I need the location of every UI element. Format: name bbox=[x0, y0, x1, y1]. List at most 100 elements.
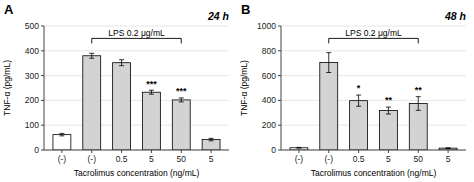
y-tick-label: 500 bbox=[25, 21, 39, 31]
error-stem bbox=[151, 90, 152, 94]
error-cap bbox=[326, 72, 331, 73]
x-tick-label: (-) bbox=[324, 154, 333, 164]
error-cap bbox=[356, 106, 361, 107]
panel-label: B bbox=[241, 2, 250, 17]
grid-line bbox=[44, 75, 229, 76]
x-tick bbox=[121, 150, 122, 153]
error-cap bbox=[446, 147, 451, 148]
error-bar bbox=[149, 90, 154, 94]
error-cap bbox=[149, 90, 154, 91]
x-tick bbox=[328, 150, 329, 153]
error-cap bbox=[149, 94, 154, 95]
grid-line bbox=[44, 50, 229, 51]
error-stem bbox=[91, 53, 92, 58]
error-bar bbox=[416, 97, 421, 111]
grid-line bbox=[44, 150, 229, 151]
significance: *** bbox=[176, 86, 187, 96]
error-bar bbox=[356, 95, 361, 106]
y-tick-label: 600 bbox=[262, 71, 276, 81]
background bbox=[0, 0, 474, 182]
error-stem bbox=[328, 53, 329, 73]
error-bar bbox=[326, 53, 331, 73]
error-bar bbox=[89, 53, 94, 58]
error-cap bbox=[179, 97, 184, 98]
x-axis bbox=[44, 150, 229, 151]
error-cap bbox=[209, 138, 214, 139]
bracket-line bbox=[329, 38, 419, 43]
x-tick-label: 5 bbox=[386, 154, 391, 164]
x-axis-label: Tacrolimus concentration (ng/mL) bbox=[74, 168, 200, 178]
bracket-label: LPS 0.2 μg/mL bbox=[345, 28, 402, 38]
error-cap bbox=[89, 58, 94, 59]
grid-line bbox=[281, 50, 466, 51]
bar bbox=[320, 63, 338, 150]
x-tick bbox=[151, 150, 152, 153]
error-cap bbox=[179, 101, 184, 102]
x-tick bbox=[358, 150, 359, 153]
bar bbox=[409, 104, 427, 151]
bar bbox=[83, 56, 101, 150]
error-cap bbox=[59, 133, 64, 134]
error-cap bbox=[386, 114, 391, 115]
error-cap bbox=[386, 107, 391, 108]
error-cap bbox=[209, 140, 214, 141]
bar bbox=[350, 101, 368, 150]
error-stem bbox=[388, 107, 389, 114]
x-tick bbox=[448, 150, 449, 153]
x-tick-label: 50 bbox=[177, 154, 187, 164]
significance: ** bbox=[385, 95, 393, 105]
bracket bbox=[329, 38, 419, 43]
error-cap bbox=[296, 147, 301, 148]
bars bbox=[53, 53, 220, 150]
error-bar bbox=[296, 147, 301, 149]
title: 24 h bbox=[207, 10, 229, 22]
bracket-label: LPS 0.2 μg/mL bbox=[108, 28, 165, 38]
significance: * bbox=[357, 83, 361, 93]
grid-line bbox=[281, 26, 466, 27]
error-stem bbox=[181, 98, 182, 102]
x-axis-label: Tacrolimus concentration (ng/mL) bbox=[311, 168, 437, 178]
error-bar bbox=[179, 98, 184, 102]
significance: ** bbox=[415, 85, 423, 95]
y-axis bbox=[281, 26, 282, 150]
x-tick bbox=[298, 150, 299, 153]
y-tick-label: 1000 bbox=[257, 21, 276, 31]
title: 48 h bbox=[444, 10, 466, 22]
x-tick-label: 50 bbox=[414, 154, 424, 164]
x-tick-label: 0.5 bbox=[353, 154, 365, 164]
grid-line bbox=[281, 100, 466, 101]
error-bar bbox=[209, 138, 214, 140]
x-tick bbox=[61, 150, 62, 153]
grid-line bbox=[281, 75, 466, 76]
panel: 02004006008001000(-)(-)0.55505*****LPS 0… bbox=[239, 2, 466, 178]
figure: 0100200300400500(-)(-)0.55505******LPS 0… bbox=[0, 0, 474, 182]
error-cap bbox=[446, 148, 451, 149]
y-tick-label: 200 bbox=[25, 95, 39, 105]
x-tick-label: (-) bbox=[295, 154, 304, 164]
error-stem bbox=[121, 60, 122, 66]
y-tick-label: 200 bbox=[262, 120, 276, 130]
error-bar bbox=[119, 60, 124, 66]
error-cap bbox=[59, 135, 64, 136]
y-tick-label: 400 bbox=[262, 95, 276, 105]
x-axis bbox=[281, 150, 466, 151]
y-tick-label: 800 bbox=[262, 46, 276, 56]
y-axis bbox=[44, 26, 45, 150]
grid-line bbox=[44, 26, 229, 27]
error-cap bbox=[416, 96, 421, 97]
panel-label: A bbox=[4, 2, 14, 17]
y-tick-label: 400 bbox=[25, 46, 39, 56]
bar bbox=[172, 100, 190, 150]
error-stem bbox=[418, 97, 419, 111]
grid-line bbox=[44, 100, 229, 101]
bar bbox=[142, 92, 160, 150]
x-tick-label: 0.5 bbox=[116, 154, 128, 164]
error-bar bbox=[446, 147, 451, 149]
grid-line bbox=[281, 125, 466, 126]
x-tick bbox=[211, 150, 212, 153]
error-cap bbox=[296, 148, 301, 149]
bracket-line bbox=[92, 38, 182, 43]
error-cap bbox=[89, 53, 94, 54]
panel: 0100200300400500(-)(-)0.55505******LPS 0… bbox=[2, 2, 229, 178]
x-tick bbox=[388, 150, 389, 153]
